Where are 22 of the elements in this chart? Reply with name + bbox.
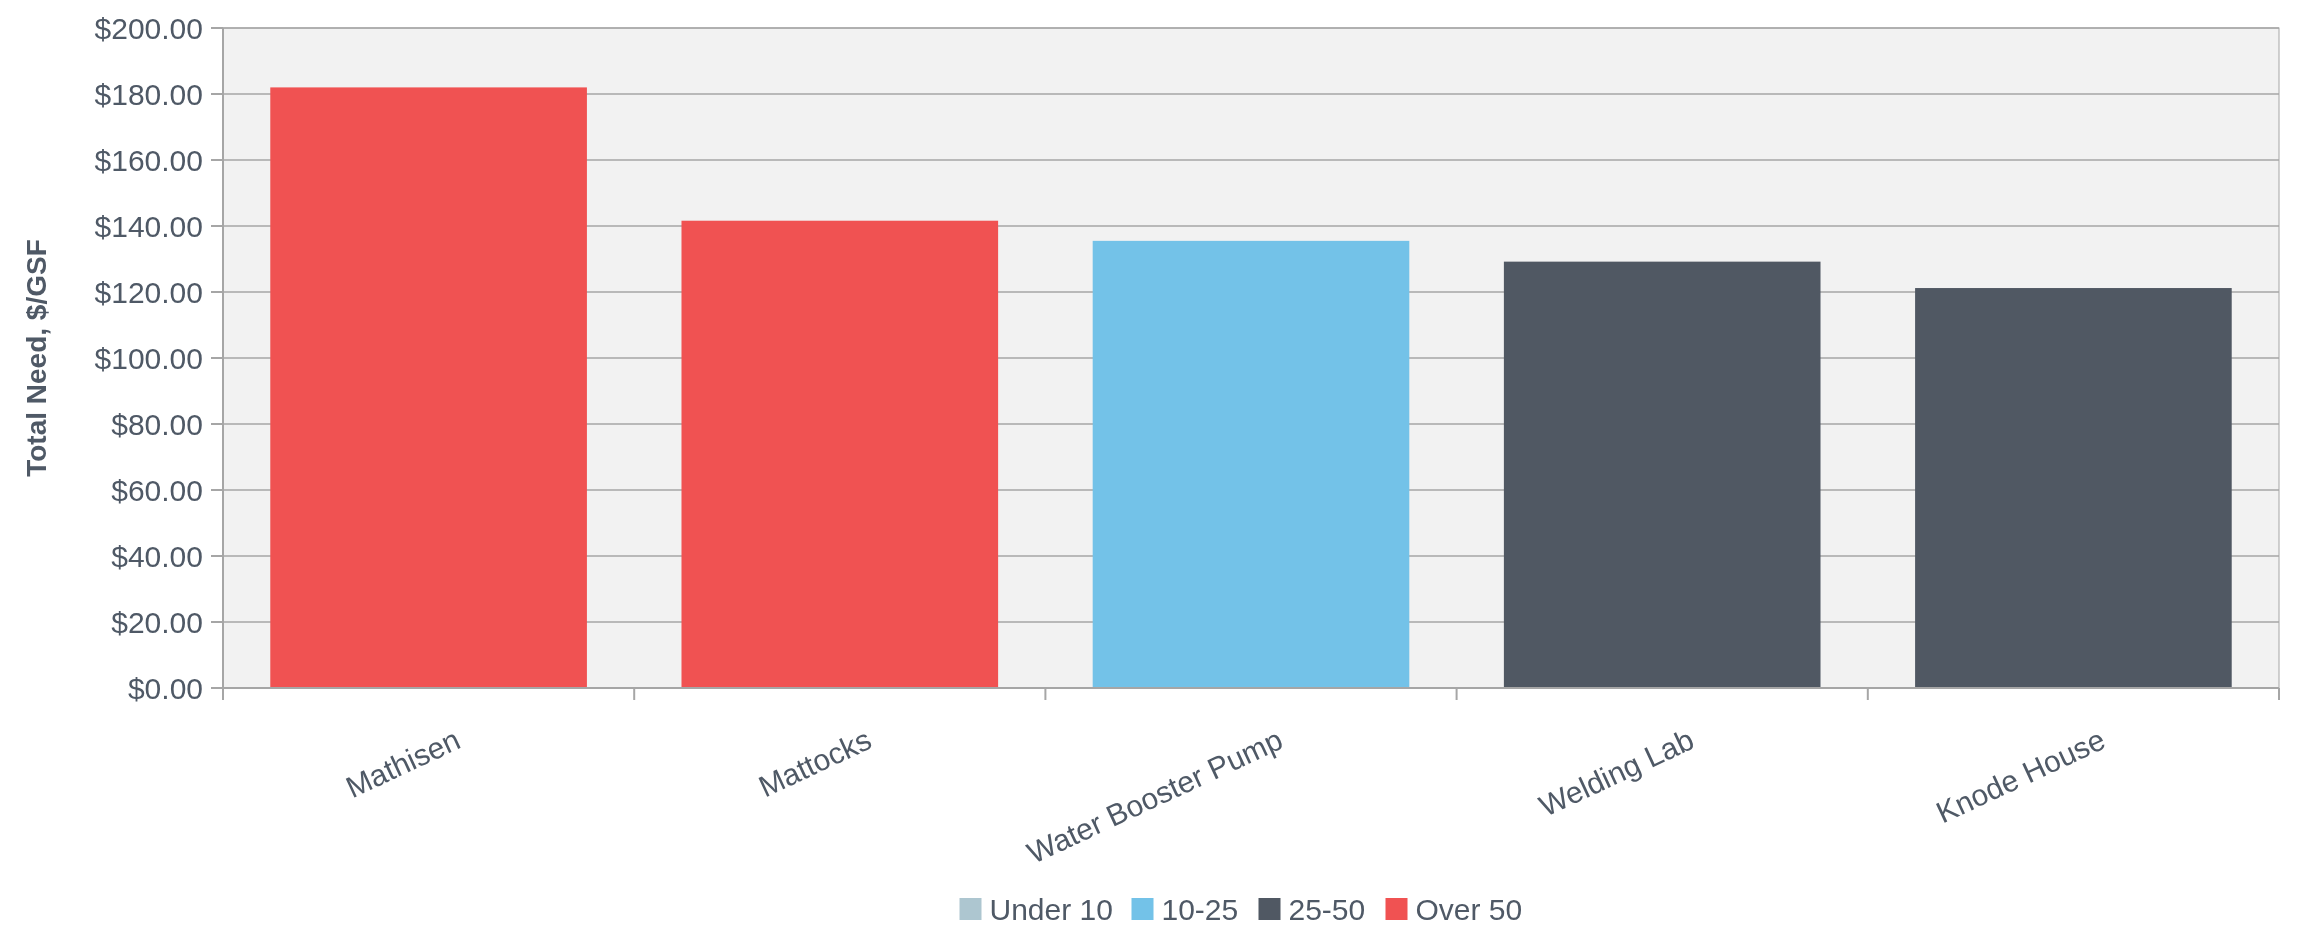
bar <box>1092 240 1410 688</box>
legend-label: Over 50 <box>1415 892 1523 926</box>
bar <box>1915 288 2232 688</box>
y-tick-label: $100.00 <box>94 341 203 375</box>
y-tick-label: $20.00 <box>111 605 203 639</box>
legend-label: 25-50 <box>1288 892 1366 926</box>
y-tick-label: $140.00 <box>94 209 203 243</box>
x-tick-label: Knode House <box>1931 722 2110 830</box>
y-tick-label: $180.00 <box>94 77 203 111</box>
y-tick-label: $0.00 <box>127 671 203 705</box>
bar <box>270 87 587 688</box>
y-tick-label: $60.00 <box>111 473 203 507</box>
y-axis-title: Total Need, $/GSF <box>21 239 52 477</box>
bar <box>681 220 999 688</box>
bar <box>1503 261 1821 688</box>
y-tick-label: $80.00 <box>111 407 203 441</box>
legend-label: Under 10 <box>989 892 1113 926</box>
legend-label: 10-25 <box>1161 892 1239 926</box>
y-tick-label: $200.00 <box>94 11 203 45</box>
y-tick-label: $160.00 <box>94 143 203 177</box>
y-tick-label: $120.00 <box>94 275 203 309</box>
y-tick-label: $40.00 <box>111 539 203 573</box>
